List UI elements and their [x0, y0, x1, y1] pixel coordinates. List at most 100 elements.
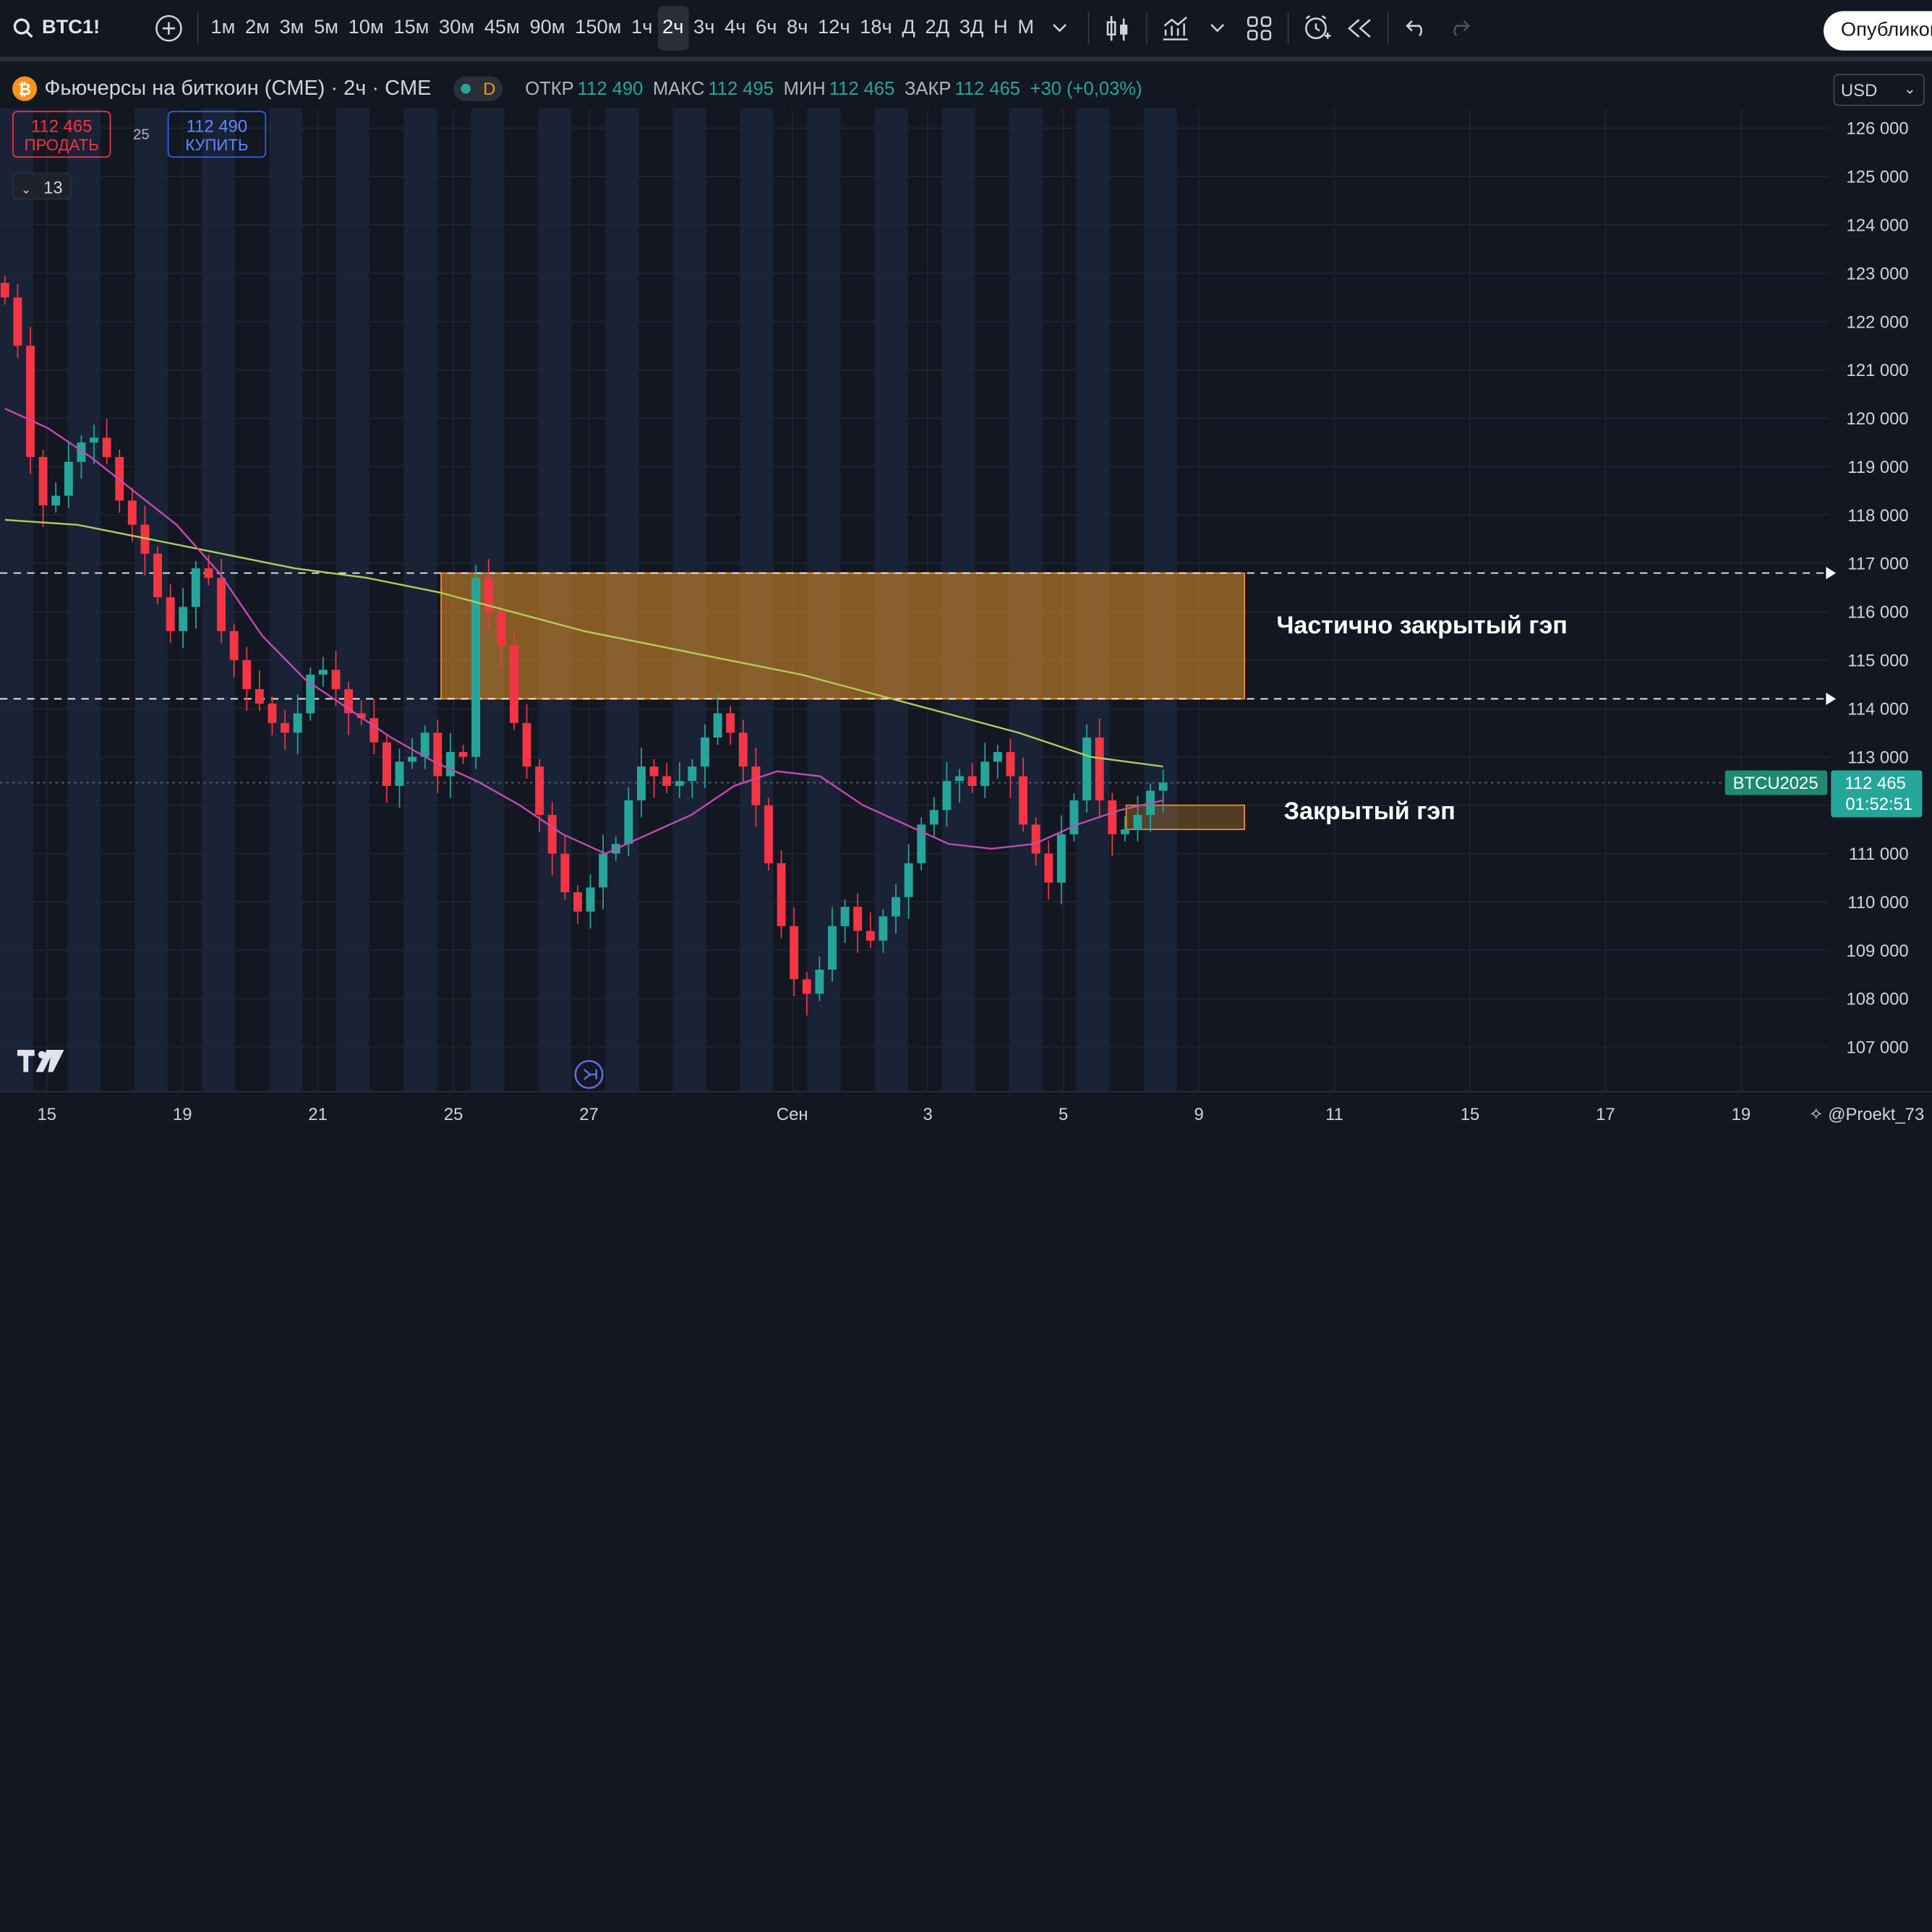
price-tick-label: 120 000 — [1846, 409, 1908, 429]
interval-20[interactable]: 3Д — [959, 17, 984, 38]
candle-body — [802, 979, 811, 994]
candle-body — [662, 776, 672, 786]
spread-value: 25 — [133, 125, 150, 143]
symbol-search[interactable]: BTC1! — [0, 17, 148, 40]
interval-4[interactable]: 10м — [348, 17, 384, 38]
candle-body — [636, 766, 646, 800]
indicators-icon[interactable] — [1155, 7, 1197, 49]
candle-body — [1044, 853, 1053, 883]
interval-0[interactable]: 1м — [210, 17, 236, 38]
interval-1[interactable]: 2м — [244, 17, 270, 38]
tradingview-logo-icon[interactable] — [17, 1049, 64, 1081]
candle-body — [1082, 737, 1092, 800]
candle-body — [268, 704, 277, 723]
interval-21[interactable]: Н — [993, 17, 1008, 38]
price-tick-label: 109 000 — [1846, 941, 1908, 961]
close-label: ЗАКР — [904, 78, 952, 100]
session-band — [0, 108, 34, 1092]
redo-icon[interactable] — [1438, 7, 1480, 49]
interval-7[interactable]: 45м — [484, 17, 520, 38]
gap-partial-label: Частично закрытый гэп — [1276, 612, 1568, 640]
open-label: ОТКР — [525, 78, 574, 100]
toolbar-divider — [1088, 12, 1090, 45]
candle-body — [1095, 737, 1104, 800]
interval-16[interactable]: 12ч — [818, 17, 850, 38]
time-tick-label: 21 — [308, 1105, 328, 1124]
candle-body — [522, 722, 531, 767]
high-label: МАКС — [652, 78, 705, 100]
interval-8[interactable]: 90м — [529, 17, 565, 38]
interval-5[interactable]: 15м — [393, 17, 429, 38]
interval-14[interactable]: 6ч — [756, 17, 777, 38]
author-name: @Proekt_73 — [1828, 1103, 1925, 1124]
chevron-down-icon[interactable] — [1197, 7, 1239, 49]
publish-button[interactable]: Опубликовать — [1824, 11, 1932, 51]
interval-2[interactable]: 3м — [279, 17, 304, 38]
price-tick-label: 125 000 — [1846, 168, 1908, 187]
candle-body — [777, 863, 786, 926]
sell-button[interactable]: 112 465 ПРОДАТЬ — [12, 111, 111, 158]
chart-canvas[interactable]: 126 000 125 000 124 000 123 000 122 000 121 0… — [0, 0, 1932, 1134]
candle-body — [917, 824, 926, 863]
author-watermark[interactable]: ✧ @Proekt_73 — [1809, 1104, 1925, 1125]
level-arrow-icon — [1826, 567, 1837, 580]
interval-17[interactable]: 18ч — [860, 17, 892, 38]
close-value: 112 465 — [954, 78, 1021, 100]
toolbar-divider — [1146, 12, 1147, 45]
legend-title[interactable]: Фьючерсы на биткоин (CME) · 2ч · CME — [44, 76, 432, 101]
interval-10[interactable]: 1ч — [631, 17, 653, 38]
alert-icon[interactable] — [1296, 7, 1338, 49]
market-status-badge[interactable]: D — [453, 76, 503, 101]
interval-9[interactable]: 150м — [575, 17, 622, 38]
toolbar-divider — [197, 12, 199, 45]
open-value: 112 490 — [577, 78, 644, 100]
interval-3[interactable]: 5м — [314, 17, 338, 38]
price-tick-label: 118 000 — [1847, 506, 1908, 526]
add-symbol-icon[interactable] — [148, 7, 189, 49]
dashed-levels — [0, 567, 1837, 784]
candle-body — [535, 766, 544, 816]
time-tick-label: 27 — [579, 1105, 599, 1124]
interval-19[interactable]: 2Д — [925, 17, 950, 38]
interval-list: 1м 2м 3м 5м 10м 15м 30м 45м 90м 150м 1ч 2ч 3ч 4ч 6ч 8ч 1… — [206, 6, 1039, 51]
candle-body — [713, 713, 722, 738]
interval-12[interactable]: 3ч — [693, 17, 715, 38]
gap-zones — [440, 572, 1245, 830]
indicators-count: 13 — [43, 177, 63, 197]
price-tick-label: 117 000 — [1847, 555, 1908, 574]
indicators-toggle-button[interactable]: ⌄ 13 — [12, 172, 72, 200]
interval-13[interactable]: 4ч — [724, 17, 746, 38]
change-value: +30 (+0,03%) — [1030, 78, 1142, 100]
buy-button[interactable]: 112 490 КУПИТЬ — [167, 111, 267, 158]
candle-body — [140, 524, 150, 554]
layout-icon[interactable] — [1239, 7, 1281, 49]
time-tick-label: 5 — [1059, 1105, 1068, 1124]
replay-icon[interactable] — [1338, 7, 1380, 49]
interval-22[interactable]: М — [1017, 17, 1035, 38]
candle-body — [790, 926, 799, 980]
interval-11[interactable]: 2ч — [657, 6, 689, 51]
currency-select[interactable]: USD ⌄ — [1833, 74, 1925, 106]
candle-body — [127, 500, 137, 525]
candle-body — [382, 742, 391, 786]
time-tick-label: 19 — [173, 1105, 192, 1124]
candle-body — [471, 578, 481, 757]
candle-body — [573, 892, 582, 912]
interval-menu-icon[interactable] — [1039, 7, 1081, 49]
candle-body — [1019, 776, 1028, 825]
price-tick-label: 122 000 — [1846, 312, 1908, 332]
sell-label: ПРОДАТЬ — [24, 135, 99, 155]
candle-body — [445, 752, 455, 777]
candles-icon[interactable] — [1097, 7, 1139, 49]
go-to-realtime-icon[interactable] — [574, 1059, 604, 1090]
price-tick-label: 121 000 — [1846, 361, 1908, 380]
session-band — [67, 108, 101, 1092]
price-tag-value: 112 465 — [1845, 774, 1905, 793]
interval-18[interactable]: Д — [902, 17, 915, 38]
status-dot-icon — [461, 83, 471, 94]
moving-averages — [4, 407, 1163, 855]
candle-body — [840, 907, 850, 926]
interval-15[interactable]: 8ч — [787, 17, 808, 38]
undo-icon[interactable] — [1396, 7, 1438, 49]
interval-6[interactable]: 30м — [439, 17, 475, 38]
